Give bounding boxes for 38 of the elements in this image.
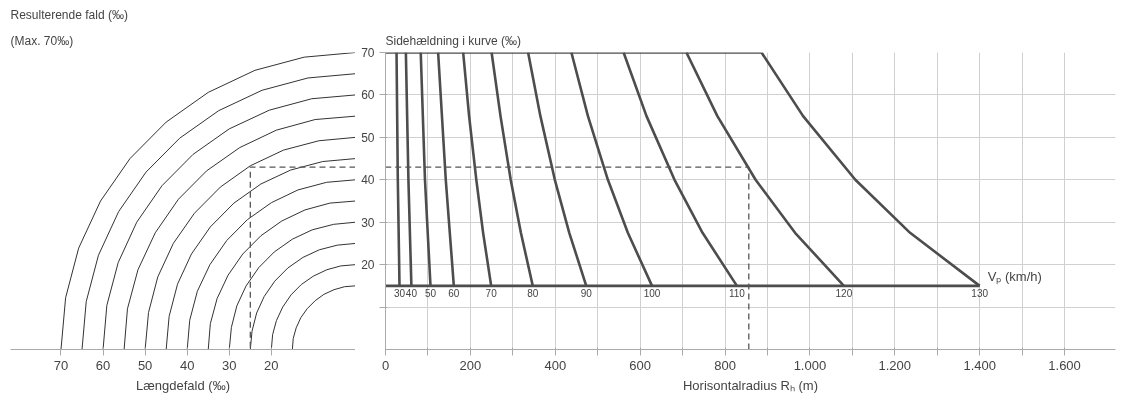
x-tick-label: 20 <box>264 357 279 373</box>
y-tick-label: 60 <box>361 88 375 103</box>
annotation: 60 <box>448 287 460 299</box>
annotation: Vₚ (km/h) <box>987 268 1042 285</box>
x-tick-label: 1.200 <box>878 357 912 373</box>
x-tick-label: 30 <box>222 357 237 373</box>
x-axis-title: Horisontalradius Rₕ (m) <box>682 377 819 393</box>
annotation: 40 <box>405 287 418 299</box>
x-tick-label: 600 <box>629 357 652 373</box>
x-tick-label: 50 <box>137 357 153 373</box>
annotation: 50 <box>424 287 437 299</box>
annotation: 100 <box>643 287 661 299</box>
x-axis-title: Længdefald (‰) <box>136 377 230 393</box>
annotation: 80 <box>527 287 539 299</box>
x-tick-label: 400 <box>544 357 567 373</box>
x-tick-label: 70 <box>53 357 69 373</box>
x-tick-label: 200 <box>459 357 482 373</box>
y-tick-label: 20 <box>361 258 375 273</box>
x-tick-label: 1.400 <box>963 357 996 373</box>
x-tick-label: 1.600 <box>1048 357 1081 373</box>
annotation: 110 <box>728 287 746 299</box>
y-tick-label: 40 <box>361 173 375 188</box>
annotation: 130 <box>971 287 989 299</box>
chart-subtitle: (Max. 70‰) <box>10 33 74 48</box>
x-tick-label: 1.000 <box>793 357 827 373</box>
annotation: 70 <box>485 287 498 299</box>
y-axis-title: Sidehældning i kurve (‰) <box>385 33 521 48</box>
x-tick-label: 40 <box>179 357 195 373</box>
y-tick-label: 50 <box>361 130 375 145</box>
annotation: 120 <box>835 287 853 299</box>
x-tick-label: 0 <box>381 357 390 373</box>
y-tick-label: 30 <box>361 215 375 230</box>
annotation: 90 <box>580 287 593 299</box>
x-tick-label: 800 <box>714 357 736 373</box>
x-tick-label: 60 <box>95 357 111 373</box>
chart-title: Resulterende fald (‰) <box>10 7 128 22</box>
y-tick-label: 70 <box>361 46 375 60</box>
annotation: 30 <box>393 287 406 299</box>
